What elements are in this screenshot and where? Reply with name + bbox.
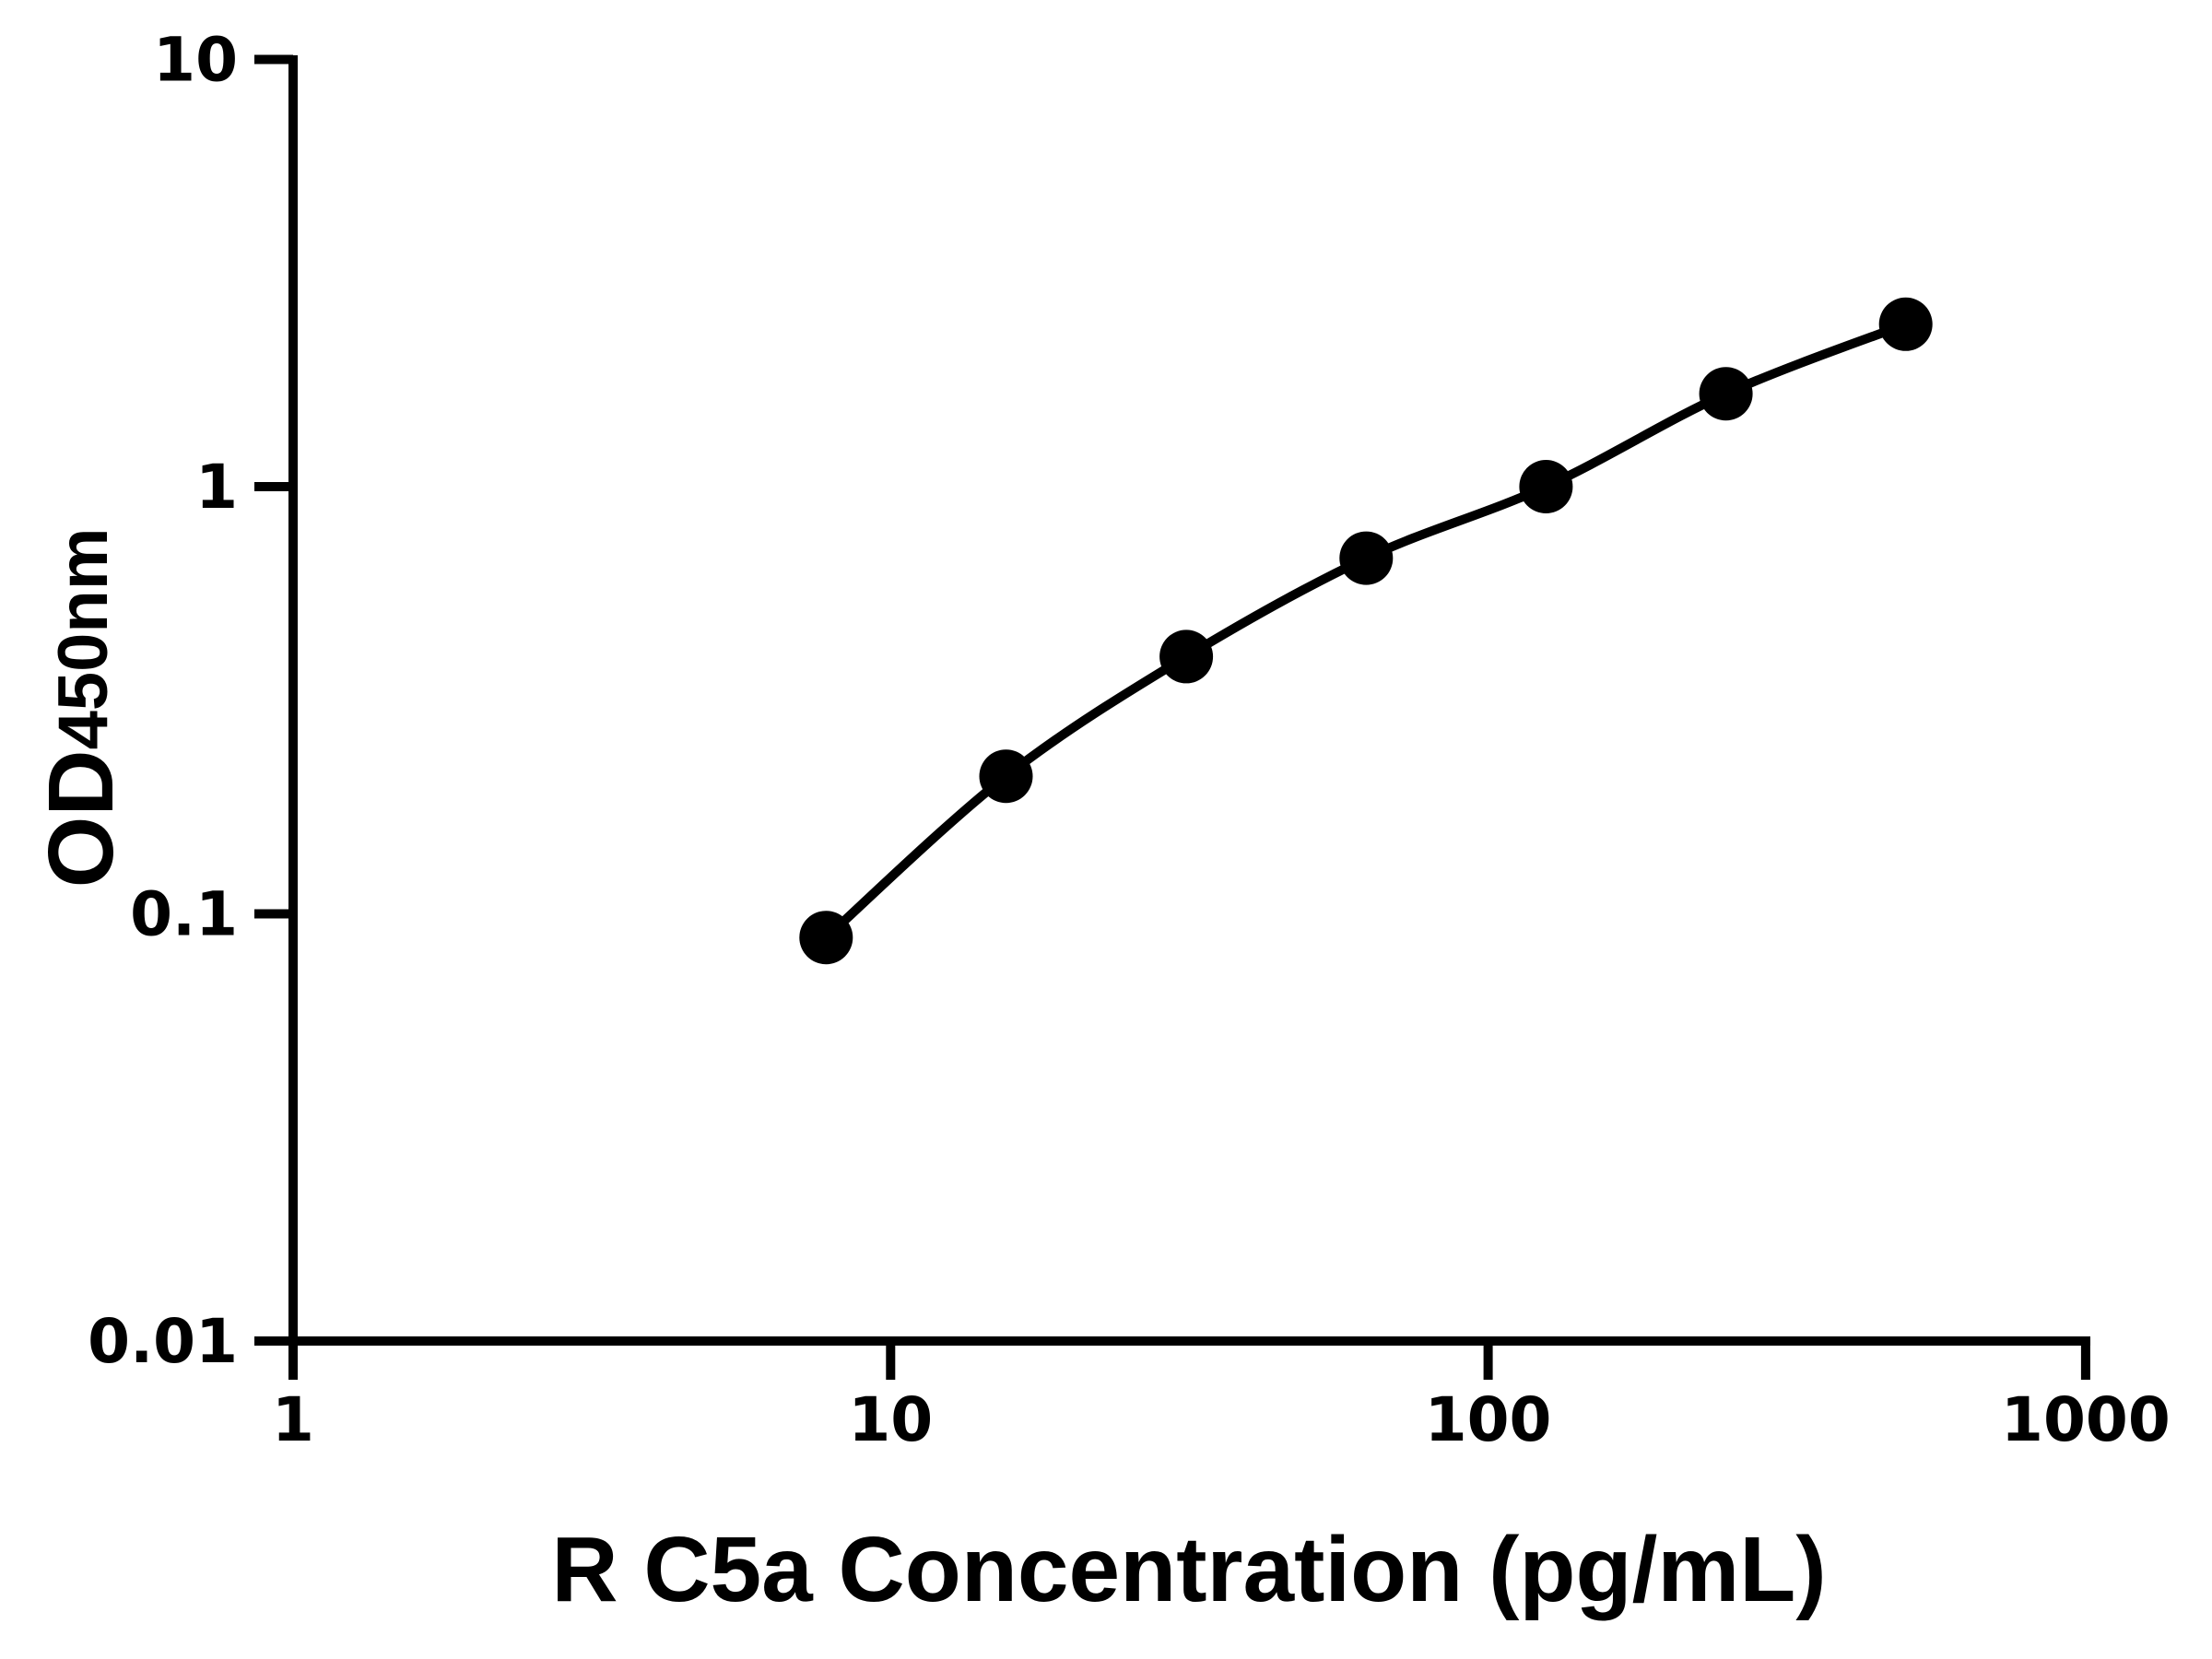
y-axis-tick-labels: 0.01 0.1 1 10 [88, 25, 238, 1378]
data-point [1339, 531, 1394, 585]
y-tick-label: 0.1 [130, 879, 238, 950]
x-axis-ticks [288, 1341, 2090, 1380]
x-axis-tick-labels: 1 10 100 1000 [272, 1384, 2171, 1455]
data-point [1699, 367, 1753, 421]
data-point [979, 749, 1033, 804]
y-axis-title: OD450nm [29, 528, 133, 888]
data-point [1159, 629, 1214, 684]
data-points [799, 297, 1933, 965]
y-axis-title-main: OD [29, 749, 133, 888]
y-tick-label: 10 [153, 25, 238, 96]
data-point [1519, 460, 1573, 513]
x-tick-label: 1 [272, 1384, 314, 1455]
x-tick-label: 100 [1425, 1384, 1552, 1455]
x-tick-label: 10 [848, 1384, 933, 1455]
data-point [1878, 297, 1933, 351]
y-axis-title-subscript: 450nm [44, 528, 123, 750]
x-tick-label: 1000 [2001, 1384, 2171, 1455]
y-tick-label: 0.01 [88, 1306, 238, 1377]
y-tick-label: 1 [195, 452, 238, 523]
x-axis-title: R C5a Concentration (pg/mL) [551, 1518, 1826, 1621]
axis-spines [288, 55, 2090, 1346]
y-axis-ticks [254, 54, 293, 1346]
fit-curve [822, 320, 1908, 941]
data-point [799, 911, 853, 965]
